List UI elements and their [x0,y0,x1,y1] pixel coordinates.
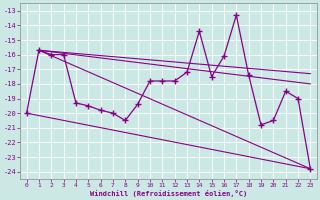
X-axis label: Windchill (Refroidissement éolien,°C): Windchill (Refroidissement éolien,°C) [90,190,247,197]
